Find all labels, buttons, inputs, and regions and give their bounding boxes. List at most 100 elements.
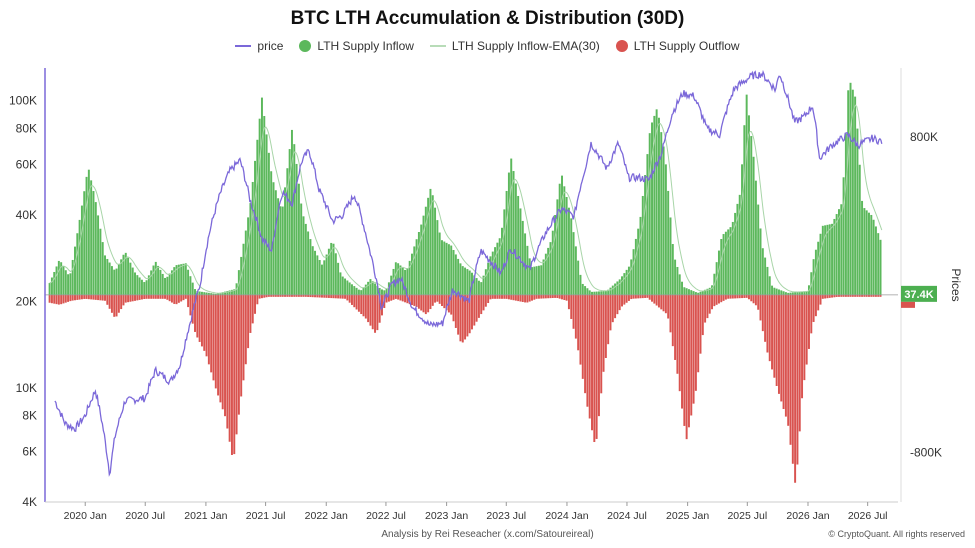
outflow-bar-46 xyxy=(154,294,157,299)
outflow-bar-105 xyxy=(290,294,293,297)
outflow-bar-21 xyxy=(97,294,100,301)
outflow-bar-43 xyxy=(147,294,150,299)
inflow-bar-55 xyxy=(175,265,178,295)
outflow-bar-177 xyxy=(457,294,460,335)
outflow-bar-178 xyxy=(459,294,462,342)
inflow-bar-290 xyxy=(717,250,720,295)
inflow-bar-279 xyxy=(692,291,695,295)
inflow-bar-130 xyxy=(348,282,351,295)
outflow-bar-347 xyxy=(849,294,852,297)
outflow-bar-203 xyxy=(517,294,520,302)
legend-label-price: price xyxy=(257,39,284,53)
outflow-bar-114 xyxy=(311,294,314,298)
outflow-bar-28 xyxy=(113,294,116,317)
legend-item-outflow[interactable]: LTH Supply Outflow xyxy=(615,39,740,53)
outflow-bar-328 xyxy=(805,294,808,365)
inflow-bar-241 xyxy=(604,290,607,295)
inflow-bar-308 xyxy=(759,228,762,295)
inflow-bar-8 xyxy=(67,274,70,295)
inflow-bar-72 xyxy=(214,293,217,295)
inflow-bar-41 xyxy=(143,282,146,295)
inflow-bar-96 xyxy=(270,171,273,295)
inflow-bar-157 xyxy=(411,253,413,295)
outflow-bar-172 xyxy=(445,294,448,311)
outflow-bar-120 xyxy=(325,294,328,298)
inflow-bar-187 xyxy=(480,282,483,295)
outflow-bar-179 xyxy=(461,294,464,343)
inflow-bar-323 xyxy=(794,292,797,295)
inflow-bar-319 xyxy=(784,292,787,295)
outflow-bar-51 xyxy=(166,294,169,300)
outflow-bar-55 xyxy=(175,294,178,305)
outflow-bar-91 xyxy=(258,294,261,299)
inflow-bar-95 xyxy=(267,152,270,295)
outflow-bar-39 xyxy=(138,294,141,300)
inflow-bar-282 xyxy=(699,291,702,295)
inflow-bar-185 xyxy=(475,278,478,295)
outflow-bar-147 xyxy=(387,294,390,302)
inflow-bar-156 xyxy=(408,260,411,295)
inflow-bar-120 xyxy=(325,254,328,295)
outflow-bar-102 xyxy=(284,294,287,297)
legend-item-inflow[interactable]: LTH Supply Inflow xyxy=(299,39,414,53)
inflow-bar-341 xyxy=(835,214,838,295)
current-value-label: 37.4K xyxy=(904,289,933,301)
outflow-bar-22 xyxy=(99,294,102,301)
outflow-bar-175 xyxy=(452,294,455,322)
inflow-bar-76 xyxy=(224,291,227,295)
inflow-bar-112 xyxy=(307,231,310,295)
inflow-bar-63 xyxy=(194,289,196,295)
outflow-bar-262 xyxy=(653,294,656,304)
outflow-bar-261 xyxy=(651,294,653,302)
x-tick-label-12: 2026 Jan xyxy=(786,510,829,522)
outflow-bar-315 xyxy=(775,294,778,386)
outflow-bar-128 xyxy=(344,294,347,299)
outflow-bar-321 xyxy=(789,294,792,445)
inflow-bar-15 xyxy=(83,191,86,295)
inflow-bar-351 xyxy=(858,164,861,295)
inflow-bar-333 xyxy=(817,241,820,295)
outflow-bar-94 xyxy=(265,294,268,298)
inflow-bar-134 xyxy=(357,289,360,295)
inflow-bar-312 xyxy=(768,276,771,295)
outflow-bar-228 xyxy=(574,294,577,339)
inflow-bar-253 xyxy=(632,249,635,295)
inflow-bar-14 xyxy=(80,205,83,295)
outflow-bar-351 xyxy=(858,294,861,297)
inflow-bar-259 xyxy=(646,154,649,295)
outflow-bar-332 xyxy=(814,294,817,317)
inflow-bar-89 xyxy=(254,160,257,295)
outflow-bar-69 xyxy=(207,294,210,365)
inflow-bar-249 xyxy=(623,273,626,295)
legend-label-inflow-ema: LTH Supply Inflow-EMA(30) xyxy=(451,39,600,53)
outflow-bar-130 xyxy=(348,294,351,303)
outflow-bar-252 xyxy=(630,294,633,300)
inflow-bar-56 xyxy=(177,264,180,295)
inflow-bar-85 xyxy=(244,230,247,295)
inflow-bar-213 xyxy=(540,265,543,295)
outflow-bar-196 xyxy=(501,294,503,299)
inflow-bar-167 xyxy=(434,207,437,295)
outflow-bar-350 xyxy=(856,294,859,297)
inflow-bar-320 xyxy=(787,292,790,295)
inflow-bar-177 xyxy=(457,258,460,295)
outflow-bar-326 xyxy=(801,294,804,399)
inflow-bar-257 xyxy=(641,195,644,295)
legend-item-inflow-ema[interactable]: LTH Supply Inflow-EMA(30) xyxy=(429,39,600,53)
x-tick-label-10: 2025 Jan xyxy=(666,510,709,522)
outflow-bar-185 xyxy=(475,294,478,322)
inflow-bar-234 xyxy=(588,290,591,295)
inflow-bar-276 xyxy=(685,288,688,295)
legend-item-price[interactable]: price xyxy=(235,39,283,53)
inflow-bar-37 xyxy=(134,272,136,295)
outflow-bar-17 xyxy=(87,294,90,300)
inflow-bar-244 xyxy=(611,285,614,295)
outflow-bar-242 xyxy=(607,294,610,345)
inflow-bar-2 xyxy=(53,271,56,295)
x-tick-label-1: 2020 Jul xyxy=(125,510,165,522)
inflow-bar-191 xyxy=(489,256,492,295)
outflow-bar-200 xyxy=(510,294,513,300)
outflow-bar-337 xyxy=(826,294,829,299)
outflow-bar-9 xyxy=(69,294,72,302)
inflow-bar-242 xyxy=(607,289,610,295)
